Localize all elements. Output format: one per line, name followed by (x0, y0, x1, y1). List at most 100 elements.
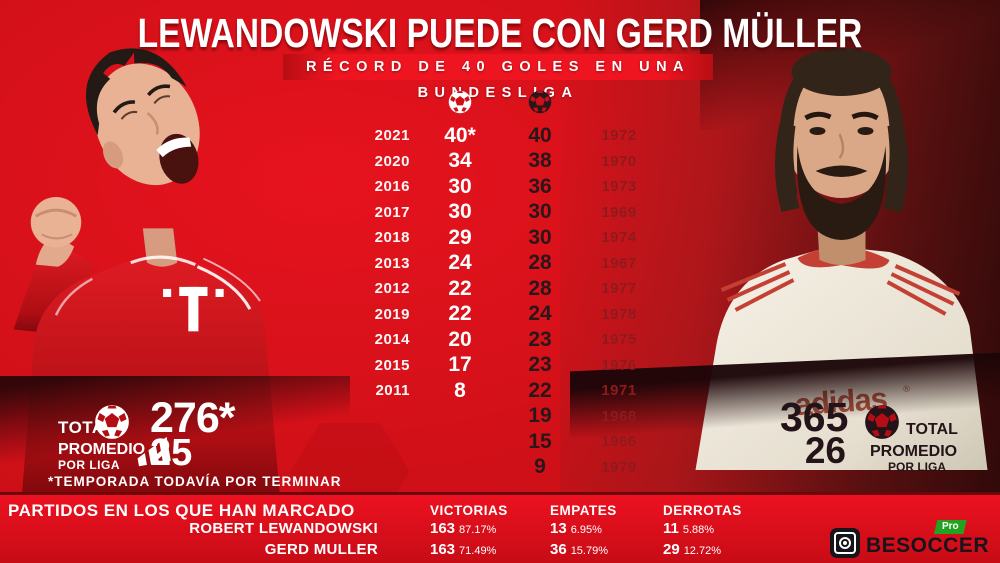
promedio-value: 26 (804, 430, 846, 471)
goals-row: 2018 29 30 1974 (355, 225, 655, 251)
lew-year: 2018 (374, 229, 410, 247)
mul-goals: 30 (528, 225, 552, 249)
lew-goals: 24 (448, 251, 472, 275)
total-label: TOTAL (906, 421, 958, 438)
mul-year: 1976 (601, 356, 637, 374)
lewandowski-neck (142, 228, 178, 267)
victorias-pct: 87.17% (459, 524, 497, 536)
total-value: 276* (150, 394, 235, 442)
besoccer-crest-frame (834, 532, 856, 554)
row-name: GERD MULLER (264, 541, 378, 558)
derrotas-value: 11 (663, 520, 679, 537)
lew-year: 2013 (374, 254, 410, 272)
mul-year: 1978 (601, 305, 637, 323)
besoccer-logo: BESOCCER Pro (830, 520, 995, 562)
lewandowski-collar (130, 255, 196, 267)
lew-year: 2017 (374, 203, 410, 221)
mul-year: 1979 (601, 458, 637, 476)
matches-table: PARTIDOS EN LOS QUE HAN MARCADO VICTORIA… (0, 492, 1000, 563)
mul-year: 1975 (601, 331, 637, 349)
lew-year: 2019 (374, 305, 410, 323)
lew-year: 2021 (374, 127, 410, 145)
column-header-empates: EMPATES (550, 503, 617, 518)
derrotas-cell: 29 12.72% (663, 541, 721, 559)
derrotas-cell: 11 5.88% (663, 520, 714, 538)
goals-row: 2013 24 28 1967 (355, 251, 655, 277)
lew-goals: 29 (448, 225, 472, 249)
mul-year: 1970 (601, 152, 637, 170)
telekom-logo (163, 286, 224, 332)
besoccer-crest-icon (830, 528, 860, 558)
empates-cell: 36 15.79% (550, 541, 608, 559)
lew-year: 2014 (374, 331, 410, 349)
mul-goals: 23 (528, 327, 552, 351)
page-title: LEWANDOWSKI PUEDE CON GERD MÜLLER (137, 10, 863, 56)
goals-row: 9 1979 (355, 455, 655, 481)
empates-value: 36 (550, 541, 567, 558)
derrotas-value: 29 (663, 541, 680, 558)
lew-goals: 22 (448, 302, 472, 326)
empates-pct: 15.79% (570, 545, 608, 557)
subtitle-banner: RÉCORD DE 40 GOLES EN UNA BUNDESLIGA (283, 54, 713, 101)
mul-year: 1969 (601, 203, 637, 221)
lew-goals: 8 (454, 378, 466, 402)
mul-goals: 30 (528, 200, 552, 224)
mul-year: 1972 (601, 127, 637, 145)
muller-head (774, 48, 909, 240)
besoccer-wordmark: BESOCCER (866, 534, 990, 557)
mul-goals: 24 (528, 302, 552, 326)
goals-row: 2016 30 36 1973 (355, 174, 655, 200)
muller-totals: 365 26 TOTAL PROMEDIO POR LIGA (780, 394, 970, 482)
mul-goals: 22 (528, 378, 552, 402)
mul-year: 1968 (601, 407, 637, 425)
promedio-label: PROMEDIO (58, 441, 146, 458)
season-footnote: *TEMPORADA TODAVÍA POR TERMINAR (48, 474, 342, 489)
goals-row: 2015 17 23 1976 (355, 353, 655, 379)
mul-year: 1967 (601, 254, 637, 272)
total-value: 365 (780, 394, 849, 440)
mul-goals: 28 (528, 276, 552, 300)
mul-goals: 23 (528, 353, 552, 377)
victorias-cell: 163 71.49% (430, 541, 496, 559)
lew-goals: 17 (448, 353, 472, 377)
lew-goals: 40* (444, 123, 476, 147)
lew-year: 2016 (374, 178, 410, 196)
victorias-pct: 71.49% (459, 545, 497, 557)
column-header-victorias: VICTORIAS (430, 503, 508, 518)
victorias-value: 163 (430, 541, 456, 558)
goals-row: 2017 30 30 1969 (355, 200, 655, 226)
photo-fade-left (0, 376, 350, 480)
soccer-ball-white-icon (95, 405, 129, 439)
promedio-value: 25 (150, 432, 193, 474)
goals-row: 2012 22 28 1977 (355, 276, 655, 302)
goals-table: 2021 40* 40 1972 2020 34 38 1970 2016 30 36 1973 … (355, 90, 655, 480)
besoccer-crest-dot (843, 541, 847, 545)
por-liga-label: POR LIGA (58, 458, 121, 472)
empates-cell: 13 6.95% (550, 520, 602, 538)
mul-year: 1974 (601, 229, 637, 247)
por-liga-label: POR LIGA (888, 460, 947, 474)
lew-year: 2020 (374, 152, 410, 170)
promedio-label: PROMEDIO (870, 443, 958, 460)
empates-pct: 6.95% (570, 524, 602, 536)
soccer-ball-dark-icon (528, 90, 552, 114)
lewandowski-totals: TOTAL 276* PROMEDIO 25 POR LIGA *TEMPORA… (48, 394, 341, 490)
row-name: ROBERT LEWANDOWSKI (189, 520, 378, 537)
soccer-ball-white-icon (448, 90, 472, 114)
goals-row: 2021 40* 40 1972 (355, 123, 655, 149)
lew-goals: 20 (448, 327, 472, 351)
lew-year: 2011 (375, 382, 410, 400)
mul-goals: 9 (534, 455, 546, 479)
besoccer-crest-circle (839, 537, 851, 549)
mul-year: 1977 (601, 280, 637, 298)
lew-year: 2015 (374, 356, 410, 374)
mul-year: 1966 (601, 433, 637, 451)
mul-year: 1971 (601, 382, 637, 400)
victorias-value: 163 (430, 520, 456, 537)
goals-row: 2014 20 23 1975 (355, 327, 655, 353)
lew-goals: 30 (448, 200, 472, 224)
mul-year: 1973 (601, 178, 637, 196)
mul-goals: 40 (528, 123, 552, 147)
goals-table-header (355, 90, 655, 116)
